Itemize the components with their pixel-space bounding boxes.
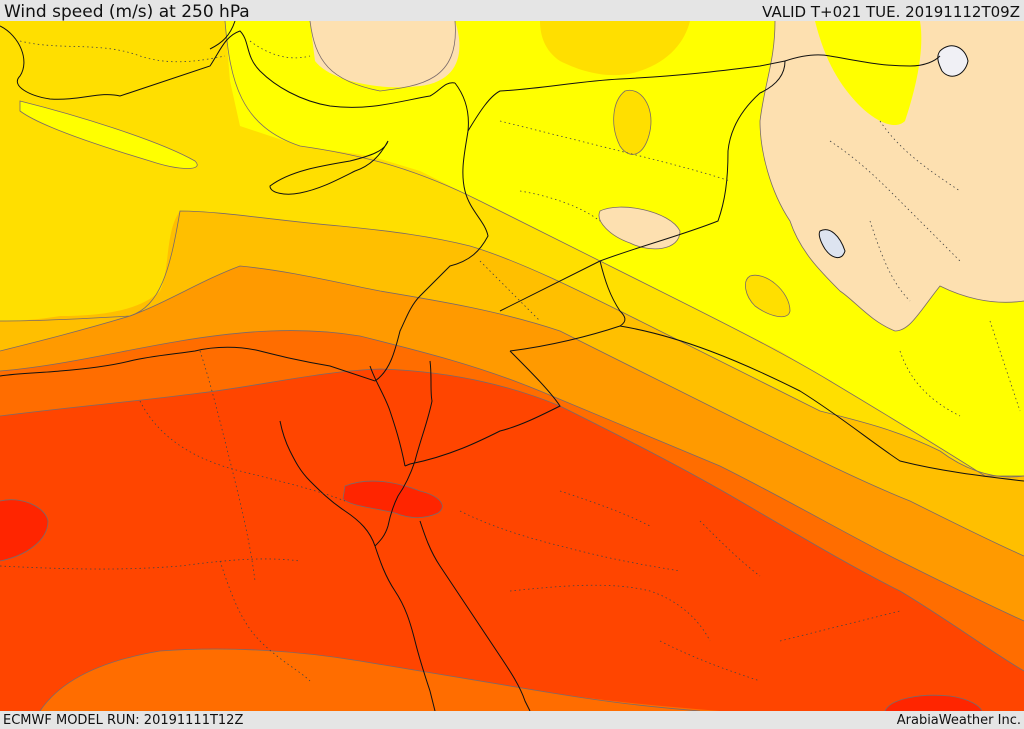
credit-label: ArabiaWeather Inc.: [896, 713, 1021, 728]
country-borders: [369, 54, 1024, 482]
footer-bar: ECMWF MODEL RUN: 20191111T12Z ArabiaWeat…: [0, 711, 1024, 729]
wind-band-ff6d-bottom: [40, 649, 640, 711]
wind-band-light-east: [760, 21, 1024, 331]
contour-lines: [0, 21, 1024, 711]
wind-band-ffff-west: [20, 101, 198, 169]
map-title: Wind speed (m/s) at 250 hPa: [4, 2, 250, 22]
province-boundaries: [0, 40, 1021, 682]
wind-band-ffdf-pocket3: [745, 275, 790, 317]
wind-band-ffdf-pocket1: [540, 21, 690, 76]
wind-band-ff25-west: [0, 499, 48, 561]
valid-time-label: VALID T+021 TUE. 20191112T09Z: [762, 3, 1020, 21]
wind-band-ffff-inner: [815, 21, 922, 126]
model-run-label: ECMWF MODEL RUN: 20191111T12Z: [3, 713, 244, 728]
wind-band-ffdf-pocket2: [613, 90, 651, 155]
wind-band-ff25-bottom: [885, 695, 982, 711]
header-bar: Wind speed (m/s) at 250 hPa VALID T+021 …: [0, 0, 1024, 21]
wind-band-light-blob: [599, 207, 680, 249]
wind-speed-map[interactable]: [0, 21, 1024, 711]
wind-band-light-north: [310, 21, 460, 88]
wind-band-ff45: [0, 369, 1024, 711]
coastlines: [0, 21, 969, 711]
